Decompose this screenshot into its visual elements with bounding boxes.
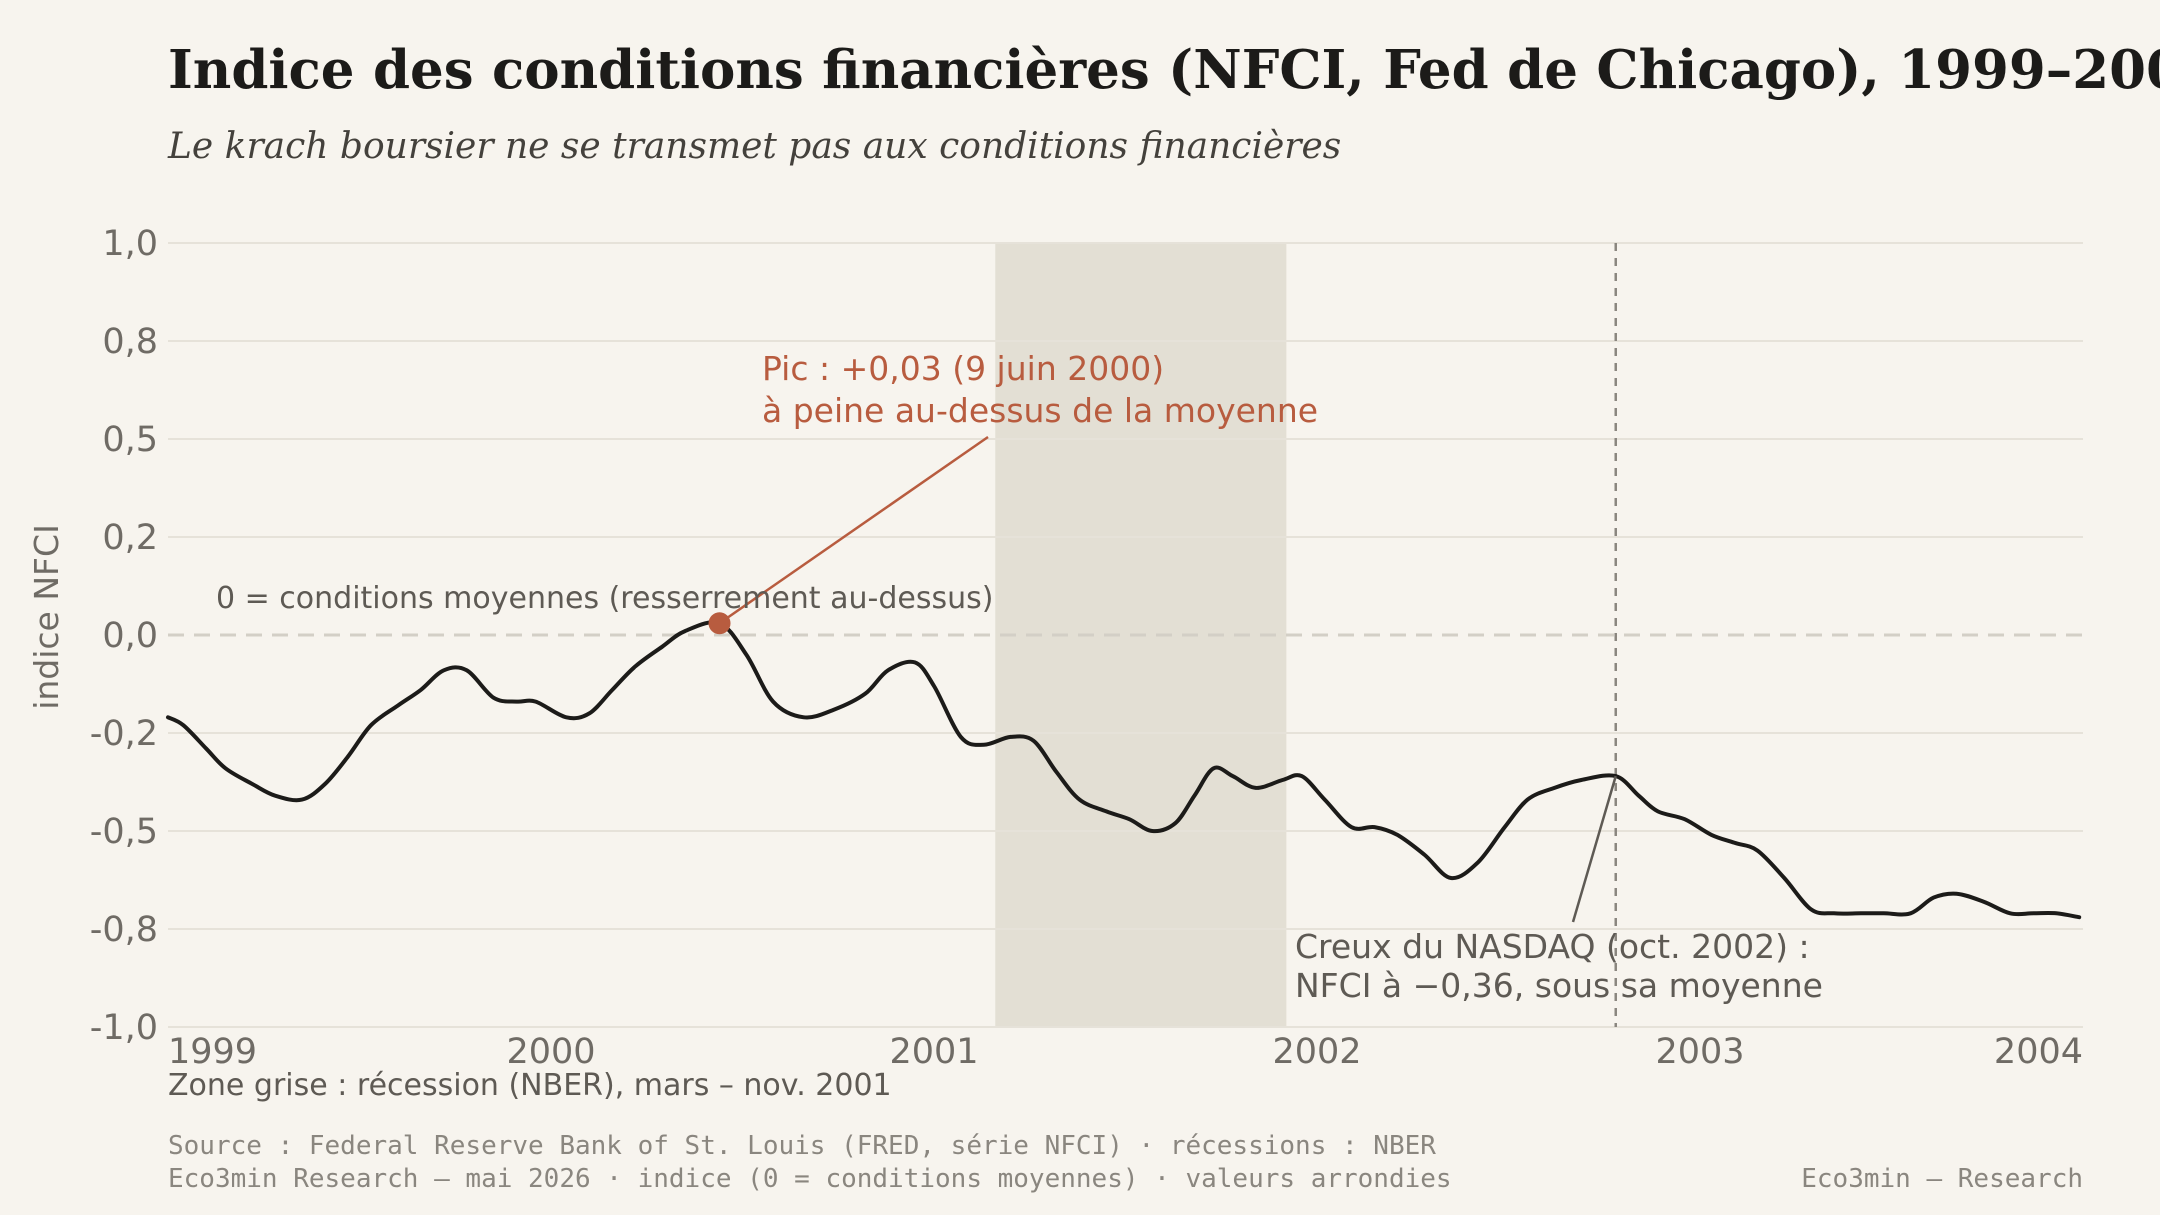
plot-area — [166, 242, 2083, 1028]
chart-subtitle: Le krach boursier ne se transmet pas aux… — [167, 126, 1341, 167]
x-tick-label: 2000 — [506, 1032, 595, 1072]
nasdaq-leader-line — [1571, 775, 1617, 923]
y-tick-label: 0,5 — [102, 420, 158, 460]
peak-point — [708, 612, 731, 635]
recession-note: Zone grise : récession (NBER), mars – no… — [168, 1068, 892, 1103]
y-tick-label: 0,8 — [102, 322, 158, 362]
zero-line-label: 0 = conditions moyennes (resserrement au… — [216, 581, 993, 616]
y-tick-label: 0,0 — [102, 616, 158, 656]
peak-leader-line — [718, 435, 989, 625]
x-tick-label: 2004 — [1994, 1032, 2083, 1072]
source-line-2: Eco3min Research — mai 2026 · indice (0 … — [168, 1164, 1452, 1194]
y-tick-label: -0,8 — [90, 910, 158, 950]
y-tick-label: -0,2 — [90, 714, 158, 754]
y-axis-title: indice NFCI — [27, 524, 66, 710]
x-tick-label: 2002 — [1272, 1032, 1361, 1072]
peak-annotation-line2: à peine au-dessus de la moyenne — [762, 391, 1318, 430]
gridlines — [168, 242, 2083, 1028]
y-tick-label: 1,0 — [102, 224, 158, 264]
x-tick-label: 1999 — [168, 1032, 257, 1072]
y-axis-ticks: 1,0 0,8 0,5 0,2 0,0 -0,2 -0,5 -0,8 -1,0 — [90, 224, 158, 1048]
source-line-1: Source : Federal Reserve Bank of St. Lou… — [168, 1131, 1436, 1161]
chart-title: Indice des conditions financières (NFCI,… — [168, 39, 2160, 101]
nasdaq-annotation-line2: NFCI à −0,36, sous sa moyenne — [1295, 966, 1823, 1005]
x-axis-ticks: 1999 2000 2001 2002 2003 2004 — [168, 1032, 2083, 1072]
peak-annotation-line1: Pic : +0,03 (9 juin 2000) — [762, 349, 1164, 388]
y-tick-label: -0,5 — [90, 812, 158, 852]
x-tick-label: 2003 — [1655, 1032, 1744, 1072]
y-tick-label: 0,2 — [102, 518, 158, 558]
brand-label: Eco3min — Research — [1801, 1164, 2083, 1194]
x-tick-label: 2001 — [889, 1032, 978, 1072]
nfci-series-line — [166, 620, 2082, 920]
y-tick-label: -1,0 — [90, 1008, 158, 1048]
nasdaq-annotation-line1: Creux du NASDAQ (oct. 2002) : — [1295, 927, 1810, 966]
